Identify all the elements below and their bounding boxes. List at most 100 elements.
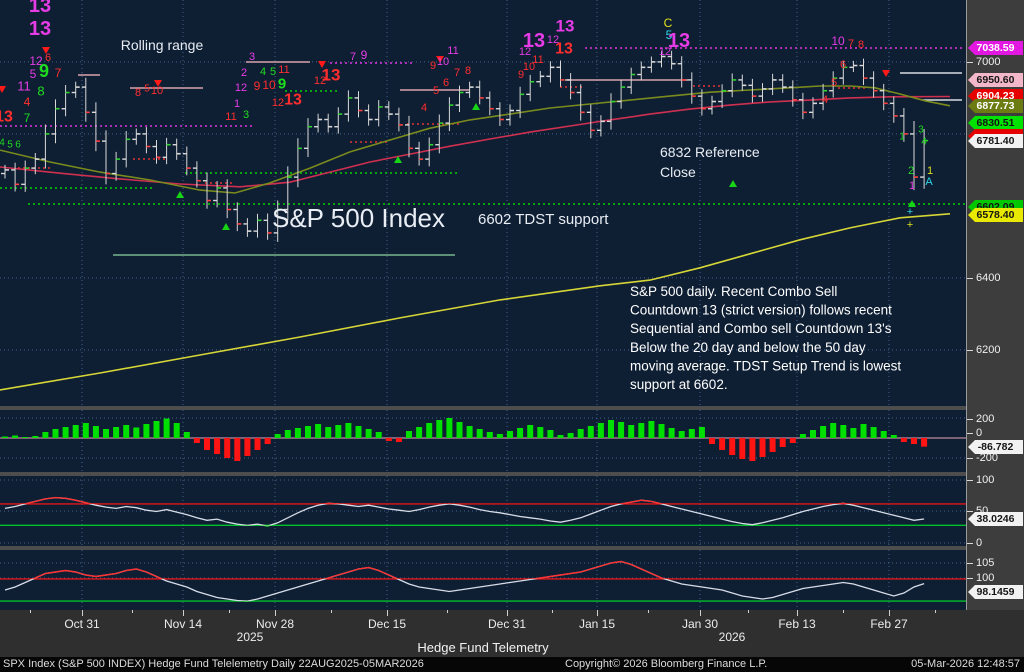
td-count-label: 13	[322, 66, 341, 85]
momentum-bar	[335, 425, 342, 438]
axis-tick-label: 7000	[976, 56, 1001, 68]
minor-date-tick	[447, 610, 448, 613]
panel-divider[interactable]	[0, 406, 966, 410]
momentum-bar	[385, 438, 392, 441]
minor-date-tick	[132, 610, 133, 613]
analyst-note-line: Sequential and Combo sell Countdown 13's	[630, 321, 892, 336]
reference-close-label: Close	[660, 164, 696, 180]
oscillator-panel[interactable]	[0, 476, 966, 546]
td-count-label: 7	[55, 66, 62, 80]
date-tick	[797, 610, 798, 616]
td-count-label: 4	[421, 102, 427, 114]
momentum-bar	[32, 436, 39, 438]
momentum-bar	[143, 424, 150, 438]
status-bar: SPX Index (S&P 500 INDEX) Hedge Fund Tel…	[0, 657, 1024, 672]
td-count-label: 5	[666, 28, 673, 42]
td-count-label: 9	[430, 60, 436, 72]
td-count-label: 10	[262, 78, 276, 92]
date-tick-label: Feb 27	[870, 617, 908, 631]
td-count-label: 5	[30, 67, 37, 81]
axis-tick-label: 0	[976, 537, 983, 549]
analyst-note-line: support at 6602.	[630, 377, 728, 392]
momentum-bar	[507, 431, 513, 438]
momentum-bar	[486, 432, 493, 438]
momentum-bar	[315, 424, 322, 438]
momentum-bar	[274, 434, 281, 438]
tdst-support-label: 6602 TDST support	[478, 211, 609, 228]
momentum-bar	[749, 438, 756, 461]
buy-arrow-icon	[176, 191, 184, 198]
price-tag: 6578.40	[968, 208, 1023, 222]
price-tag: 98.1459	[968, 585, 1023, 599]
td-count-label: 11	[17, 79, 31, 94]
td-count-label: 9	[39, 61, 49, 81]
date-tick-label: Oct 31	[64, 617, 100, 631]
momentum-bar	[416, 427, 423, 438]
panel-divider[interactable]	[0, 546, 966, 550]
momentum-bar	[264, 438, 271, 444]
axis-tick	[967, 419, 973, 420]
momentum-bar	[840, 425, 847, 438]
sell-arrow-icon	[0, 86, 6, 93]
momentum-panel[interactable]	[0, 410, 966, 472]
security-description: SPX Index (S&P 500 INDEX) Hedge Fund Tel…	[3, 658, 424, 670]
axis-tick	[967, 480, 973, 481]
momentum-bar	[426, 423, 433, 438]
axis-tick-label: 100	[976, 474, 995, 486]
axis-tick	[967, 350, 973, 351]
td-count-label: A	[925, 176, 933, 188]
momentum-bar	[810, 430, 816, 438]
moving-average-line	[0, 85, 951, 194]
date-tick-label: Jan 30	[681, 617, 719, 631]
buy-arrow-icon	[394, 156, 402, 163]
td-count-label: 12	[272, 97, 284, 109]
price-panel[interactable]: 13136129751184713456Rolling range8510324…	[0, 0, 966, 406]
date-tick-label: Dec 15	[367, 617, 407, 631]
momentum-bar	[799, 434, 806, 438]
chart-title: Hedge Fund Telemetry	[417, 640, 549, 655]
date-tick	[387, 610, 388, 616]
analyst-note-line: moving average. TDST Setup Trend is lowe…	[630, 358, 901, 373]
momentum-bar	[254, 438, 261, 450]
momentum-bar	[850, 428, 857, 438]
momentum-bar	[880, 431, 887, 438]
td-count-label: 8	[37, 84, 44, 99]
td-count-label: 6	[840, 59, 846, 71]
ratio-panel[interactable]	[0, 550, 966, 610]
td-count-label: 1	[909, 180, 915, 192]
axis-tick-label: 6200	[976, 344, 1001, 356]
axis-tick	[967, 578, 973, 579]
td-count-label: 3	[243, 109, 249, 121]
momentum-bar	[123, 425, 130, 438]
date-tick	[507, 610, 508, 616]
momentum-bar	[305, 426, 311, 438]
td-count-label: 10	[151, 85, 163, 97]
td-count-label: 5	[7, 140, 13, 151]
momentum-bar	[72, 425, 79, 438]
momentum-bar	[597, 423, 604, 438]
axis-tick-label: 100	[976, 572, 995, 584]
price-tag: -86.782	[968, 440, 1023, 454]
td-count-label: 11	[278, 64, 289, 76]
momentum-bar	[103, 429, 109, 438]
date-axis[interactable]: Oct 31 Nov 14 Nov 28 Dec 15 Dec 31 Jan 15 Jan …	[0, 610, 1024, 644]
td-count-label: 6	[15, 140, 21, 151]
momentum-bar	[921, 438, 928, 447]
td-count-label: 7	[24, 111, 31, 125]
minor-date-tick	[30, 610, 31, 613]
minor-date-tick	[748, 610, 749, 613]
momentum-bar	[820, 426, 827, 438]
momentum-bar	[214, 438, 221, 454]
panel-divider[interactable]	[0, 472, 966, 476]
momentum-bar	[466, 426, 473, 438]
td-count-label: 5	[270, 66, 276, 78]
price-axis-gutter[interactable]: 7000 6400 6200 200 0 -200 100 50 0 105 100 7038.59 6…	[966, 0, 1024, 610]
td-count-label: 11	[225, 111, 236, 123]
minor-date-tick	[843, 610, 844, 613]
td-count-label: 12	[659, 46, 671, 58]
momentum-bar	[153, 421, 160, 438]
momentum-bar	[113, 427, 120, 438]
td-count-label: 13	[0, 109, 13, 126]
buy-arrow-icon	[908, 200, 916, 207]
price-tag: 6781.40	[968, 134, 1023, 148]
